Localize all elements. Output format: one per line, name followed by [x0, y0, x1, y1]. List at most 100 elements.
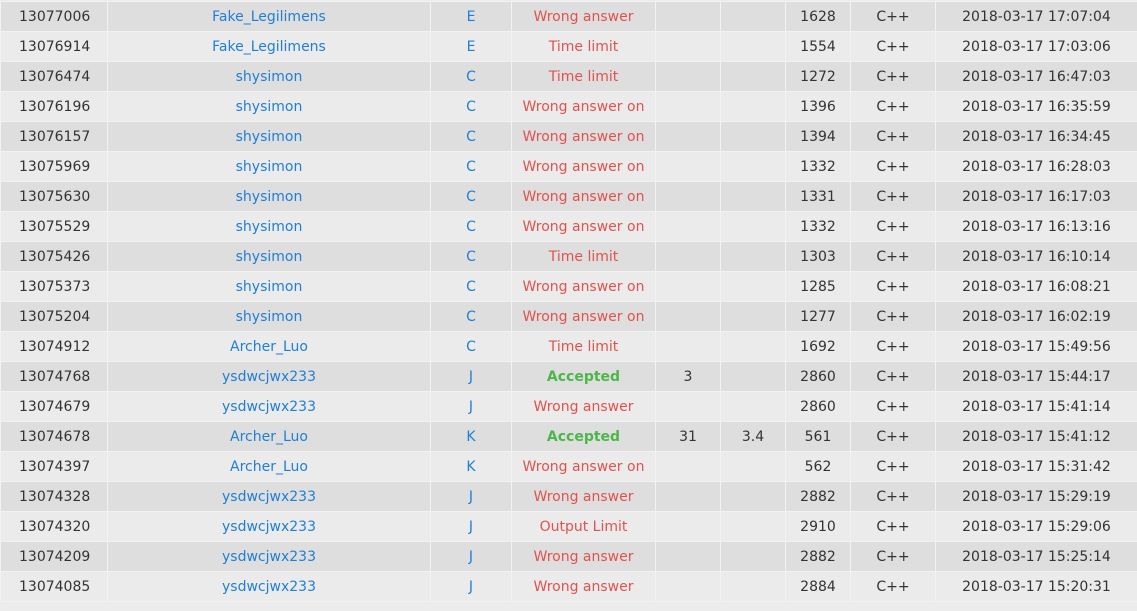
username-link[interactable]: shysimon	[108, 302, 431, 332]
username-link[interactable]: shysimon	[108, 62, 431, 92]
code-length[interactable]: 2884	[786, 572, 851, 602]
problem-link[interactable]: J	[431, 482, 512, 512]
problem-link[interactable]: C	[431, 242, 512, 272]
submit-time: 2018-03-17 16:02:19	[936, 302, 1137, 332]
code-length[interactable]: 1277	[786, 302, 851, 332]
submit-time: 2018-03-17 17:03:06	[936, 32, 1137, 62]
run-time	[656, 62, 721, 92]
problem-link[interactable]: E	[431, 32, 512, 62]
problem-link[interactable]: C	[431, 182, 512, 212]
username-link[interactable]: shysimon	[108, 182, 431, 212]
submit-time: 2018-03-17 15:25:14	[936, 542, 1137, 572]
run-id: 13075373	[1, 272, 108, 302]
code-length[interactable]: 1396	[786, 92, 851, 122]
run-id: 13074768	[1, 362, 108, 392]
username-link[interactable]: ysdwcjwx233	[108, 392, 431, 422]
result-status: Wrong answer on	[512, 452, 656, 482]
problem-link[interactable]: C	[431, 92, 512, 122]
problem-link[interactable]: K	[431, 422, 512, 452]
problem-link[interactable]: C	[431, 302, 512, 332]
run-id: 13075529	[1, 212, 108, 242]
submit-time: 2018-03-17 16:08:21	[936, 272, 1137, 302]
username-link[interactable]: Fake_Legilimens	[108, 2, 431, 32]
run-id: 13074320	[1, 512, 108, 542]
code-length[interactable]: 2882	[786, 482, 851, 512]
run-time	[656, 2, 721, 32]
run-id: 13075969	[1, 152, 108, 182]
code-length[interactable]: 562	[786, 452, 851, 482]
run-id: 13076914	[1, 32, 108, 62]
code-length[interactable]: 1394	[786, 122, 851, 152]
result-status: Wrong answer on	[512, 152, 656, 182]
code-length[interactable]: 561	[786, 422, 851, 452]
problem-link[interactable]: J	[431, 512, 512, 542]
code-length[interactable]: 1303	[786, 242, 851, 272]
run-memory	[721, 302, 786, 332]
code-length[interactable]: 2910	[786, 512, 851, 542]
code-length[interactable]: 1331	[786, 182, 851, 212]
code-length[interactable]: 2860	[786, 362, 851, 392]
username-link[interactable]: shysimon	[108, 272, 431, 302]
code-length[interactable]: 1285	[786, 272, 851, 302]
run-memory	[721, 332, 786, 362]
code-length[interactable]: 1272	[786, 62, 851, 92]
problem-link[interactable]: C	[431, 272, 512, 302]
username-link[interactable]: Archer_Luo	[108, 452, 431, 482]
username-link[interactable]: Fake_Legilimens	[108, 32, 431, 62]
username-link[interactable]: shysimon	[108, 212, 431, 242]
problem-link[interactable]: C	[431, 122, 512, 152]
problem-link[interactable]: C	[431, 152, 512, 182]
result-status: Wrong answer	[512, 392, 656, 422]
username-link[interactable]: shysimon	[108, 152, 431, 182]
code-length[interactable]: 1628	[786, 2, 851, 32]
username-link[interactable]: ysdwcjwx233	[108, 482, 431, 512]
username-link[interactable]: ysdwcjwx233	[108, 572, 431, 602]
problem-link[interactable]: K	[431, 452, 512, 482]
username-link[interactable]: ysdwcjwx233	[108, 512, 431, 542]
username-link[interactable]: ysdwcjwx233	[108, 362, 431, 392]
run-time	[656, 572, 721, 602]
problem-link[interactable]: C	[431, 332, 512, 362]
username-link[interactable]: Archer_Luo	[108, 332, 431, 362]
username-link[interactable]: shysimon	[108, 92, 431, 122]
username-link[interactable]: Archer_Luo	[108, 422, 431, 452]
username-link[interactable]: shysimon	[108, 122, 431, 152]
problem-link[interactable]: J	[431, 392, 512, 422]
run-memory	[721, 392, 786, 422]
code-length[interactable]: 1692	[786, 332, 851, 362]
run-id: 13075630	[1, 182, 108, 212]
submit-time: 2018-03-17 15:29:06	[936, 512, 1137, 542]
run-id: 13074679	[1, 392, 108, 422]
language: C++	[851, 572, 936, 602]
result-status: Wrong answer	[512, 2, 656, 32]
result-status: Wrong answer	[512, 482, 656, 512]
problem-link[interactable]: J	[431, 362, 512, 392]
problem-link[interactable]: C	[431, 62, 512, 92]
run-time	[656, 332, 721, 362]
username-link[interactable]: ysdwcjwx233	[108, 542, 431, 572]
problem-link[interactable]: C	[431, 212, 512, 242]
result-status: Accepted	[512, 362, 656, 392]
code-length[interactable]: 1332	[786, 152, 851, 182]
code-length[interactable]: 1332	[786, 212, 851, 242]
problem-link[interactable]: E	[431, 2, 512, 32]
submit-time: 2018-03-17 15:49:56	[936, 332, 1137, 362]
run-memory	[721, 482, 786, 512]
code-length[interactable]: 2860	[786, 392, 851, 422]
language: C++	[851, 152, 936, 182]
run-id: 13077006	[1, 2, 108, 32]
code-length[interactable]: 1554	[786, 32, 851, 62]
problem-link[interactable]: J	[431, 542, 512, 572]
run-time	[656, 242, 721, 272]
username-link[interactable]: shysimon	[108, 242, 431, 272]
code-length[interactable]: 2882	[786, 542, 851, 572]
run-id: 13076474	[1, 62, 108, 92]
problem-link[interactable]: J	[431, 572, 512, 602]
result-status: Time limit	[512, 62, 656, 92]
run-time	[656, 182, 721, 212]
